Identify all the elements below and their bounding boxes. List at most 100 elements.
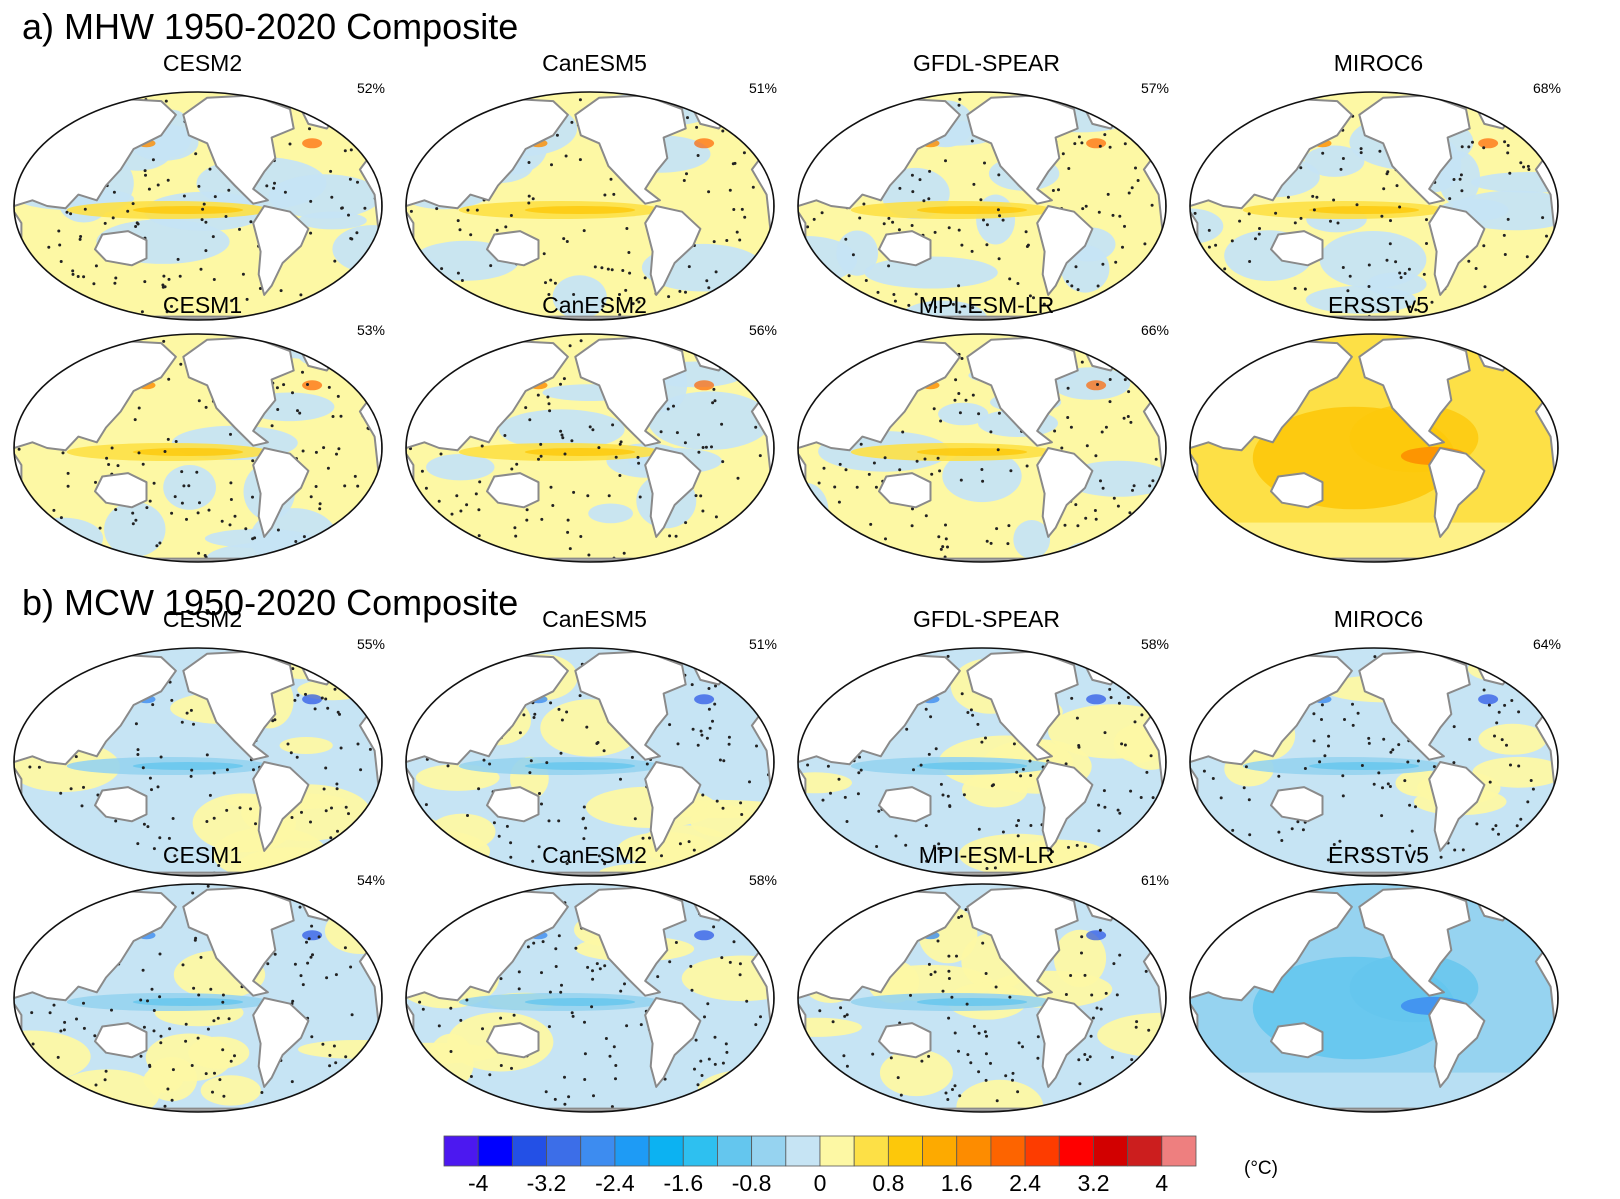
panel-title: CESM2 [162, 606, 243, 632]
colorbar-swatch [477, 1135, 513, 1167]
colorbar-swatch [1161, 1135, 1197, 1167]
colorbar-swatch [819, 1135, 855, 1167]
globe-outline [1189, 91, 1559, 321]
globe-outline [13, 883, 383, 1113]
map-panel-warm-mpi-esm-lr: MPI-ESM-LR 66% [794, 292, 1179, 572]
colorbar-swatch [1093, 1135, 1129, 1167]
panel-percentage: 53% [356, 322, 385, 338]
globe-outline [1189, 647, 1559, 877]
world-map [13, 91, 383, 321]
colorbar-swatch [853, 1135, 889, 1167]
world-map [405, 91, 775, 321]
panel-percentage: 55% [356, 636, 385, 652]
panel-percentage: 58% [748, 872, 777, 888]
map-panel-warm-miroc6: MIROC6 68% [1186, 50, 1571, 330]
colorbar-swatch [717, 1135, 753, 1167]
colorbar-tick-label: 0.8 [872, 1170, 905, 1196]
panel-title: ERSSTv5 [1328, 842, 1429, 868]
colorbar-tick-label: -1.6 [663, 1170, 704, 1196]
map-panel-warm-gfdl-spear: GFDL-SPEAR 57% [794, 50, 1179, 330]
colorbar-swatch [682, 1135, 718, 1167]
panel-percentage: 51% [748, 636, 777, 652]
globe-outline [405, 883, 775, 1113]
map-panel-cold-ersstv5: ERSSTv5 [1186, 842, 1571, 1122]
globe-outline [1189, 883, 1559, 1113]
colorbar-unit: (°C) [1244, 1158, 1278, 1179]
panel-title: CESM1 [162, 842, 243, 868]
panel-title: MIROC6 [1333, 606, 1424, 632]
world-map [797, 333, 1167, 563]
colorbar-tick-label: 4 [1155, 1170, 1169, 1196]
map-panel-cold-canesm5: CanESM5 51% [402, 606, 787, 886]
panel-percentage: 51% [748, 80, 777, 96]
map-panel-warm-canesm2: CanESM2 56% [402, 292, 787, 572]
world-map [13, 883, 383, 1113]
globe-outline [13, 91, 383, 321]
world-map [1189, 333, 1559, 563]
panel-title: CanESM5 [542, 606, 647, 632]
colorbar-swatch [580, 1135, 616, 1167]
colorbar-swatch [1127, 1135, 1163, 1167]
panel-percentage: 57% [1140, 80, 1169, 96]
colorbar-tick-label: -2.4 [595, 1170, 635, 1196]
colorbar-tick-label: 0 [813, 1170, 827, 1196]
land-masses [14, 94, 382, 320]
colorbar-tick-label: 1.6 [940, 1170, 973, 1196]
panel-percentage: 56% [748, 322, 777, 338]
map-panel-cold-gfdl-spear: GFDL-SPEAR 58% [794, 606, 1179, 886]
panel-percentage: 61% [1140, 872, 1169, 888]
globe-outline [405, 647, 775, 877]
colorbar-tick-label: -4 [467, 1170, 489, 1196]
map-panel-warm-canesm5: CanESM5 51% [402, 50, 787, 330]
world-map [1189, 91, 1559, 321]
map-panel-cold-mpi-esm-lr: MPI-ESM-LR 61% [794, 842, 1179, 1122]
globe-outline [405, 333, 775, 563]
world-map [13, 647, 383, 877]
section-title-mhw: a) MHW 1950-2020 Composite [22, 6, 519, 47]
colorbar-swatch [990, 1135, 1026, 1167]
colorbar-swatch [922, 1135, 958, 1167]
colorbar-swatch [1058, 1135, 1094, 1167]
colorbar-swatch [648, 1135, 684, 1167]
map-panel-warm-cesm1: CESM1 53% [10, 292, 395, 572]
panel-title: CanESM2 [542, 842, 647, 868]
globe-outline [1189, 333, 1559, 563]
globe-outline [797, 883, 1167, 1113]
map-panel-cold-miroc6: MIROC6 64% [1186, 606, 1571, 886]
panel-percentage: 64% [1532, 636, 1561, 652]
colorbar-tick-label: 2.4 [1009, 1170, 1042, 1196]
world-map [1189, 647, 1559, 877]
panel-percentage: 58% [1140, 636, 1169, 652]
world-map [13, 333, 383, 563]
map-panel-warm-cesm2: CESM2 52% [10, 50, 395, 330]
world-map [797, 647, 1167, 877]
globe-outline [405, 91, 775, 321]
panel-title: CESM2 [162, 50, 243, 76]
colorbar-swatch [614, 1135, 650, 1167]
map-panel-cold-canesm2: CanESM2 58% [402, 842, 787, 1122]
colorbar-swatch [546, 1135, 582, 1167]
globe-outline [797, 647, 1167, 877]
colorbar-swatch [511, 1135, 547, 1167]
significance-stipple [811, 352, 1158, 559]
panel-percentage: 66% [1140, 322, 1169, 338]
globe-outline [13, 647, 383, 877]
panel-title: MIROC6 [1333, 50, 1424, 76]
colorbar-swatch [887, 1135, 923, 1167]
panel-title: MPI-ESM-LR [918, 292, 1055, 318]
world-map [405, 883, 775, 1113]
map-panel-warm-ersstv5: ERSSTv5 [1186, 292, 1571, 572]
colorbar-swatch [956, 1135, 992, 1167]
colorbar-swatch [1024, 1135, 1060, 1167]
panel-title: GFDL-SPEAR [913, 606, 1060, 632]
panel-title: CanESM5 [542, 50, 647, 76]
globe-outline [797, 91, 1167, 321]
globe-outline [797, 333, 1167, 563]
colorbar: -4 -3.2 -2.4 -1.6 -0.8 0 0.8 1.6 2.4 3.2 4 (°C) [440, 1134, 1280, 1196]
panel-title: CanESM2 [542, 292, 647, 318]
colorbar-tick-label: -3.2 [526, 1170, 567, 1196]
panel-title: GFDL-SPEAR [913, 50, 1060, 76]
panel-percentage: 54% [356, 872, 385, 888]
world-map [405, 333, 775, 563]
colorbar-swatch [785, 1135, 821, 1167]
